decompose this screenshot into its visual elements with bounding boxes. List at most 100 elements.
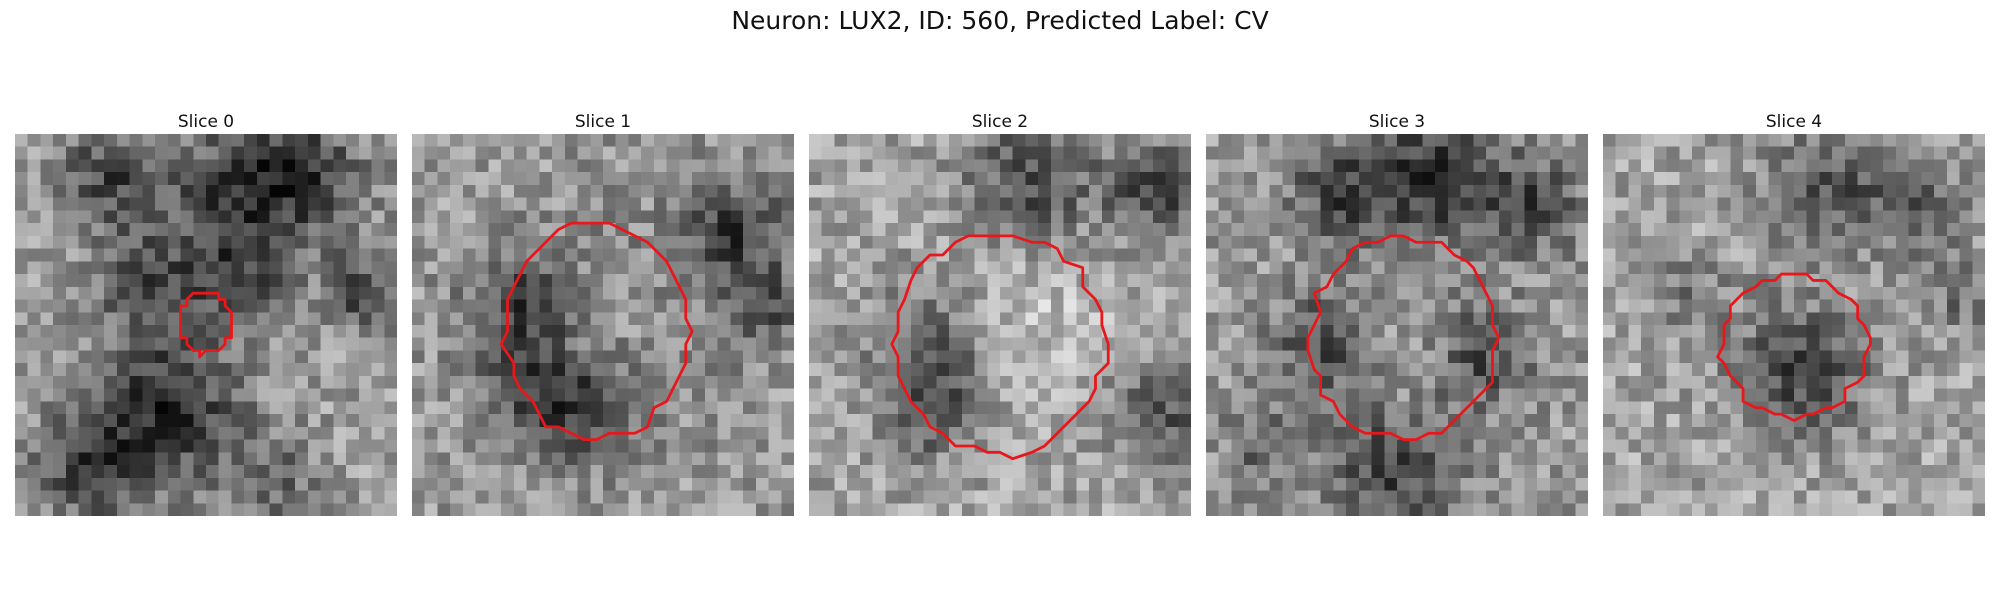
- pixel: [412, 414, 425, 428]
- pixel: [1114, 477, 1128, 491]
- pixel: [768, 490, 782, 504]
- pixel: [1806, 452, 1820, 466]
- pixel: [65, 299, 79, 313]
- pixel: [898, 350, 912, 364]
- pixel: [768, 477, 782, 491]
- pixel: [603, 465, 616, 479]
- pixel: [1422, 363, 1436, 377]
- pixel: [1768, 350, 1782, 364]
- pixel: [320, 465, 334, 479]
- pixel: [564, 261, 578, 275]
- pixel: [974, 261, 988, 275]
- pixel: [1679, 210, 1693, 224]
- pixel: [1717, 286, 1731, 300]
- pixel: [1921, 312, 1935, 326]
- pixel: [1371, 375, 1385, 389]
- pixel: [1641, 210, 1655, 224]
- pixel: [768, 414, 782, 428]
- pixel: [743, 414, 757, 428]
- pixel: [1397, 503, 1410, 516]
- pixel: [1371, 184, 1385, 198]
- pixel: [1730, 274, 1744, 288]
- pixel: [1575, 248, 1588, 262]
- pixel: [949, 146, 963, 160]
- pixel: [320, 452, 334, 466]
- pixel: [1883, 146, 1897, 160]
- pixel: [358, 235, 372, 249]
- pixel: [424, 210, 438, 224]
- pixel: [193, 172, 207, 186]
- pixel: [1511, 274, 1525, 288]
- pixel: [1244, 477, 1258, 491]
- pixel: [346, 439, 360, 453]
- pixel: [513, 312, 527, 326]
- pixel: [180, 235, 194, 249]
- pixel: [1358, 210, 1372, 224]
- pixel: [603, 312, 616, 326]
- pixel: [475, 261, 489, 275]
- pixel: [577, 401, 591, 415]
- pixel: [27, 299, 41, 313]
- pixel: [564, 503, 578, 516]
- pixel: [78, 134, 92, 147]
- pixel: [1101, 477, 1115, 491]
- pixel: [692, 439, 706, 453]
- pixel: [180, 312, 194, 326]
- pixel: [1679, 134, 1693, 147]
- roi-contour: [890, 234, 1110, 461]
- pixel: [384, 350, 397, 364]
- pixel: [1178, 159, 1191, 173]
- pixel: [1972, 223, 1985, 237]
- pixel: [1050, 299, 1064, 313]
- pixel: [155, 134, 169, 147]
- pixel: [1295, 146, 1309, 160]
- pixel: [295, 210, 309, 224]
- pixel: [590, 465, 604, 479]
- pixel: [577, 477, 591, 491]
- pixel: [1050, 134, 1064, 147]
- pixel: [717, 248, 731, 262]
- pixel: [1409, 414, 1423, 428]
- pixel: [987, 146, 1001, 160]
- pixel: [1895, 312, 1909, 326]
- pixel: [1025, 388, 1039, 402]
- pixel: [539, 134, 553, 147]
- pixel: [27, 274, 41, 288]
- pixel: [346, 490, 360, 504]
- pixel: [1127, 134, 1141, 147]
- pixel: [1908, 363, 1922, 377]
- pixel: [15, 388, 28, 402]
- pixel: [218, 439, 232, 453]
- pixel: [1460, 325, 1474, 338]
- pixel: [1218, 350, 1232, 364]
- pixel: [768, 146, 782, 160]
- pixel: [1781, 363, 1795, 377]
- pixel: [1717, 184, 1731, 198]
- pixel: [717, 184, 731, 198]
- pixel: [1959, 452, 1973, 466]
- pixel: [346, 452, 360, 466]
- pixel: [1063, 159, 1077, 173]
- pixel: [1883, 325, 1897, 338]
- pixel: [949, 134, 963, 147]
- pixel: [384, 452, 397, 466]
- pixel: [15, 401, 28, 415]
- pixel: [1025, 274, 1039, 288]
- pixel: [1101, 439, 1115, 453]
- pixel: [717, 465, 731, 479]
- pixel: [1946, 439, 1960, 453]
- pixel: [1806, 184, 1820, 198]
- pixel: [1883, 337, 1897, 351]
- pixel: [1524, 197, 1538, 211]
- pixel: [1178, 274, 1191, 288]
- pixel: [488, 401, 502, 415]
- pixel: [129, 375, 143, 389]
- pixel: [1666, 350, 1680, 364]
- pixel: [1089, 452, 1103, 466]
- pixel: [1832, 388, 1846, 402]
- pixel: [615, 312, 629, 326]
- pixel: [743, 439, 757, 453]
- pixel: [1358, 503, 1372, 516]
- pixel: [1422, 503, 1436, 516]
- pixel: [1320, 197, 1334, 211]
